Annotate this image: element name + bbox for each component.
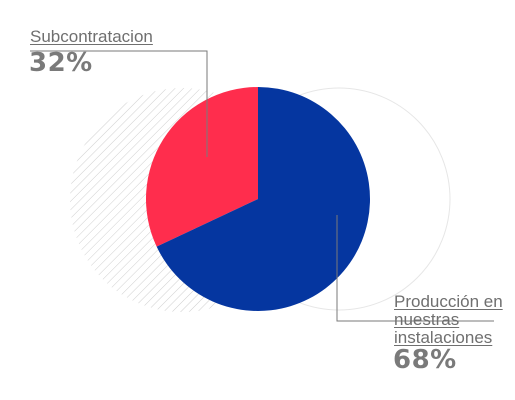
pie-slice-produccion bbox=[156, 87, 370, 311]
slice-value-produccion: 68% bbox=[393, 345, 457, 375]
slice-label-produccion: Producción en nuestras instalaciones bbox=[394, 292, 503, 347]
slice-value-subcontratacion: 32% bbox=[29, 48, 93, 78]
pie-slices bbox=[145, 87, 370, 311]
leader-line-subcontratacion bbox=[30, 50, 208, 157]
leader-line-produccion bbox=[336, 215, 494, 322]
pie-slice-subcontratacion bbox=[145, 87, 258, 247]
slice-label-subcontratacion: Subcontratacion bbox=[30, 27, 153, 46]
